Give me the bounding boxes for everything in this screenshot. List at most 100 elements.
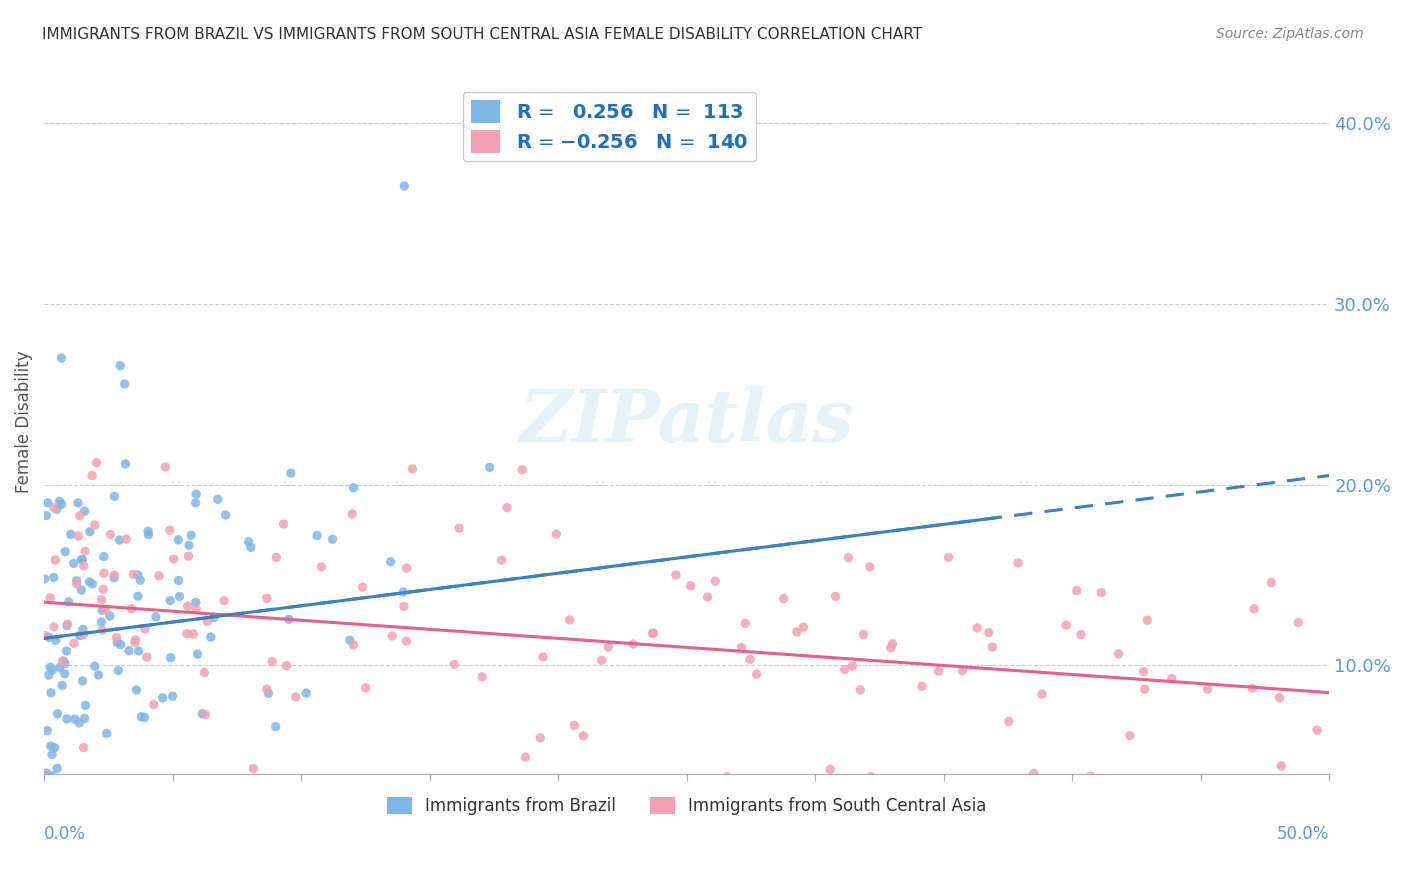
Point [280,466,302,480]
Point [792,620,814,634]
Point [122,567,145,582]
Point [284,690,307,704]
Point [103,489,125,503]
Point [730,640,752,655]
Point [105,635,128,649]
Point [928,664,950,678]
Point [197,615,219,629]
Point [80,786,103,800]
Point [981,640,1004,654]
Point [834,663,856,677]
Point [191,706,214,721]
Point [62,557,84,571]
Point [176,599,198,613]
Point [443,657,465,672]
Point [69,803,91,817]
Point [242,762,264,776]
Point [152,690,174,705]
Point [72,552,94,566]
Point [42,620,65,634]
Point [124,632,146,647]
Text: Source: ZipAtlas.com: Source: ZipAtlas.com [1216,27,1364,41]
Point [42,500,65,515]
Point [311,559,333,574]
Point [75,544,97,558]
Point [394,179,416,194]
Point [546,527,568,541]
Point [186,487,208,501]
Point [1160,672,1182,686]
Point [641,626,664,640]
Point [392,599,415,614]
Point [449,521,471,535]
Point [75,698,97,713]
Point [159,593,181,607]
Point [716,770,738,784]
Point [1070,627,1092,641]
Point [598,640,620,654]
Point [39,739,62,754]
Point [167,533,190,547]
Point [114,376,136,391]
Point [1119,729,1142,743]
Point [91,624,114,638]
Point [665,567,688,582]
Point [86,456,108,470]
Point [129,573,152,587]
Point [41,747,63,762]
Point [928,803,950,817]
Point [96,726,118,740]
Point [135,650,157,665]
Point [39,591,62,605]
Point [100,527,122,541]
Point [354,681,377,695]
Point [148,568,170,582]
Point [1197,682,1219,697]
Point [342,638,364,652]
Point [478,460,501,475]
Point [39,686,62,700]
Point [193,665,215,680]
Point [879,640,901,655]
Point [273,516,295,531]
Point [124,635,146,649]
Point [159,524,181,538]
Point [51,351,73,365]
Point [1260,575,1282,590]
Point [66,576,89,591]
Point [72,628,94,642]
Point [264,720,287,734]
Point [35,766,58,780]
Point [35,508,58,523]
Point [39,660,62,674]
Point [256,591,278,606]
Point [42,570,65,584]
Point [79,524,101,539]
Point [380,555,402,569]
Point [184,595,207,609]
Point [48,660,70,674]
Point [37,723,59,738]
Point [46,761,69,775]
Point [738,652,761,666]
Point [471,670,494,684]
Point [103,571,125,585]
Point [72,623,94,637]
Point [114,457,136,471]
Point [105,631,128,645]
Point [643,626,665,640]
Point [491,553,513,567]
Point [859,770,882,784]
Point [278,612,301,626]
Point [395,561,418,575]
Point [1007,556,1029,570]
Point [1229,803,1251,817]
Point [34,572,56,586]
Point [53,666,76,681]
Point [63,712,86,726]
Point [321,533,343,547]
Point [51,497,73,511]
Point [1268,690,1291,705]
Point [938,550,960,565]
Point [841,659,863,673]
